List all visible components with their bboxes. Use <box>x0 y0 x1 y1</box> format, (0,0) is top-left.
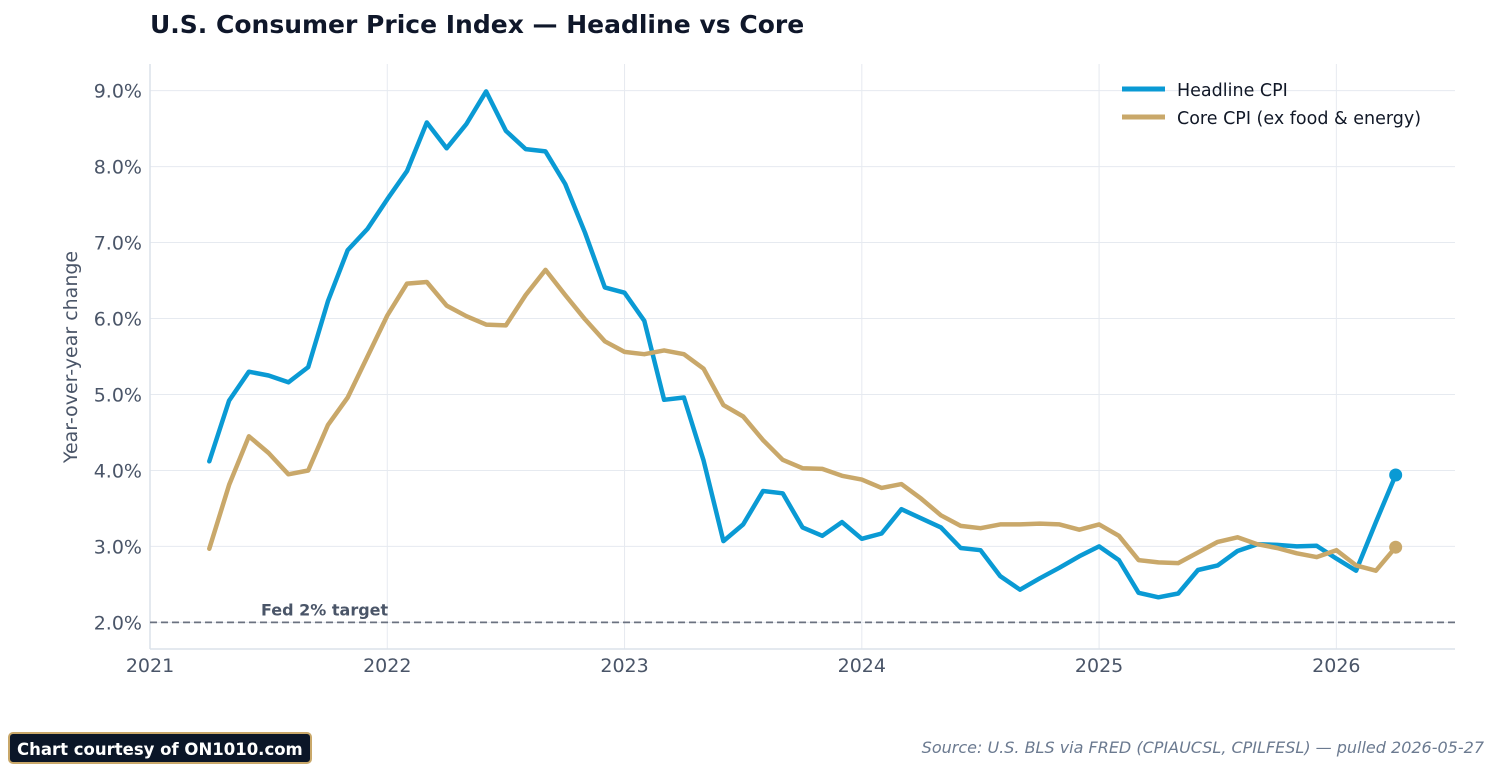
series-line-headline <box>207 89 1398 600</box>
fed-target-label: Fed 2% target <box>261 600 389 619</box>
grid-lines <box>149 64 1455 649</box>
series-line-core <box>207 267 1398 573</box>
legend-label-core: Core CPI (ex food & energy) <box>1177 109 1421 129</box>
series-endpoint-headline <box>1389 468 1403 482</box>
y-tick-label: 8.0% <box>94 157 142 179</box>
source-note: Source: U.S. BLS via FRED (CPIAUCSL, CPI… <box>921 738 1484 757</box>
y-tick-label: 5.0% <box>94 384 142 406</box>
y-tick-label: 7.0% <box>94 233 142 255</box>
y-tick-label: 4.0% <box>94 460 142 482</box>
x-tick-label: 2025 <box>1075 655 1123 677</box>
credit-badge: Chart courtesy of ON1010.com <box>8 732 312 764</box>
reference-line-group: Fed 2% target <box>150 600 1455 624</box>
data-series <box>207 89 1403 600</box>
x-tick-label: 2022 <box>363 655 411 677</box>
x-tick-label: 2021 <box>126 655 174 677</box>
y-tick-labels: 2.0% 3.0% 4.0% 5.0% 6.0% 7.0% 8.0% 9.0% <box>94 81 142 635</box>
y-tick-label: 3.0% <box>94 536 142 558</box>
x-tick-label: 2023 <box>600 655 648 677</box>
series-endpoint-core <box>1389 540 1403 554</box>
y-axis-label: Year-over-year change <box>60 251 82 464</box>
y-tick-label: 9.0% <box>94 81 142 103</box>
y-tick-label: 6.0% <box>94 309 142 331</box>
x-tick-label: 2026 <box>1312 655 1360 677</box>
chart-title: U.S. Consumer Price Index — Headline vs … <box>150 10 805 39</box>
x-tick-label: 2024 <box>838 655 886 677</box>
x-tick-labels: 2021 2022 2023 2024 2025 2026 <box>126 655 1361 677</box>
legend-label-headline: Headline CPI <box>1177 81 1288 101</box>
y-tick-label: 2.0% <box>94 612 142 634</box>
axes <box>149 64 1455 650</box>
legend: Headline CPI Core CPI (ex food & energy) <box>1122 81 1421 129</box>
